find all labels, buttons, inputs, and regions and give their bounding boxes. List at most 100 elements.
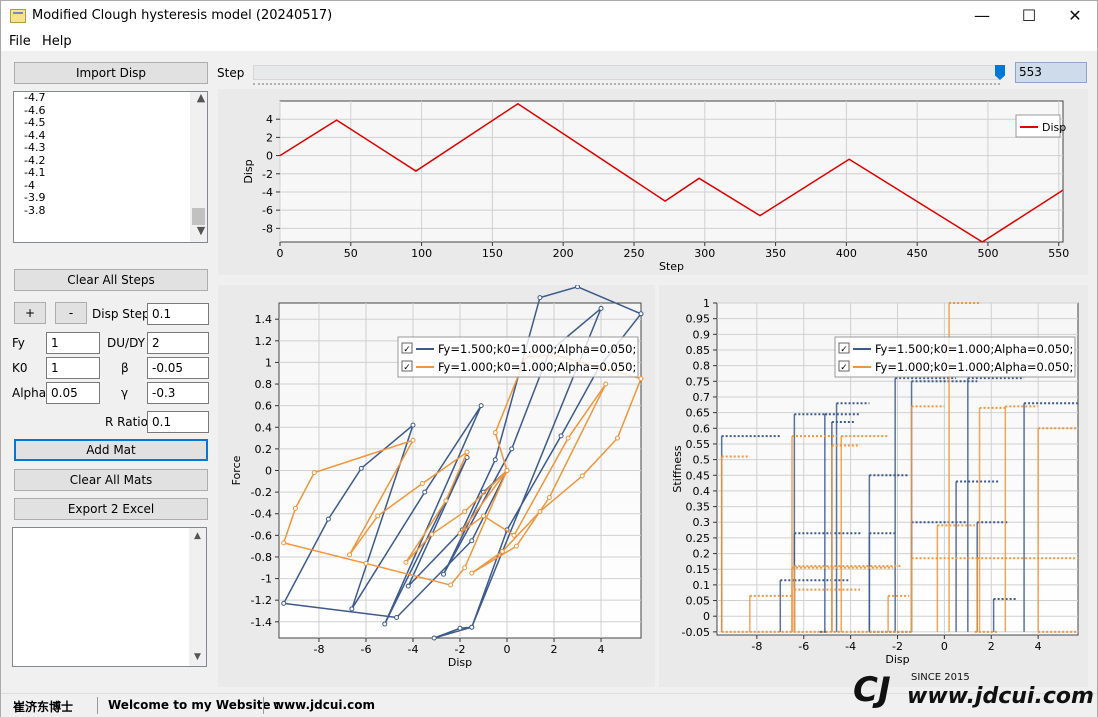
y-tick-label: -0.2: [251, 486, 272, 499]
legend-label: Disp: [1042, 121, 1066, 134]
y-tick-label: 0.6: [693, 422, 711, 435]
disp-list-item[interactable]: -4.6: [24, 103, 46, 117]
status-separator: [263, 697, 264, 714]
legend-label: Fy=1.500;k0=1.000;Alpha=0.050;: [438, 342, 636, 356]
disp-list-item[interactable]: -4.7: [24, 91, 46, 104]
legend-box: [834, 336, 1076, 378]
scroll-up-icon[interactable]: ▲: [194, 531, 201, 541]
k0-label: K0: [12, 361, 28, 375]
data-point: [405, 583, 411, 589]
disp-list-item[interactable]: -4.1: [24, 166, 46, 179]
site-watermark-logo: CJ SINCE 2015 www.jdcui.com: [853, 670, 1094, 710]
clear-all-steps-button[interactable]: Clear All Steps: [14, 269, 208, 291]
legend-label: Fy=1.000;k0=1.000;Alpha=0.050;: [438, 360, 636, 374]
x-tick-label: 550: [1048, 247, 1069, 260]
dudy-input[interactable]: 2: [147, 332, 209, 354]
y-tick-label: 0.7: [693, 391, 711, 404]
minimize-button[interactable]: —: [974, 6, 990, 25]
fy-input[interactable]: 1: [46, 332, 100, 354]
data-point: [429, 531, 435, 537]
data-point: [347, 552, 353, 558]
import-disp-button[interactable]: Import Disp: [14, 62, 208, 84]
y-tick-label: 0.4: [255, 421, 273, 434]
data-point: [419, 480, 425, 486]
data-point: [509, 446, 515, 452]
data-point: [638, 376, 644, 382]
plus-button[interactable]: +: [14, 302, 46, 324]
disp-step-input[interactable]: 0.1: [147, 303, 209, 325]
disp-list-item[interactable]: -4.5: [24, 116, 46, 129]
clear-all-mats-button[interactable]: Clear All Mats: [14, 469, 208, 491]
y-tick-label: 0.2: [255, 443, 273, 456]
x-tick-label: 450: [907, 247, 928, 260]
window-title: Modified Clough hysteresis model (202405…: [32, 8, 333, 23]
data-point: [537, 509, 543, 515]
k0-input[interactable]: 1: [46, 357, 100, 379]
data-point: [499, 549, 505, 555]
step-slider-track[interactable]: [253, 65, 1000, 80]
check-icon: ✓: [403, 345, 411, 355]
x-tick-label: -2: [455, 643, 466, 656]
add-mat-button[interactable]: Add Mat: [14, 439, 208, 461]
material-list[interactable]: ▲ ▼: [12, 527, 207, 667]
x-tick-label: 400: [836, 247, 857, 260]
data-point: [403, 559, 409, 565]
x-tick-label: 500: [977, 247, 998, 260]
y-axis-label: Force: [230, 455, 243, 485]
x-tick-label: 250: [623, 247, 644, 260]
data-point: [358, 465, 364, 471]
y-tick-label: 0: [703, 610, 710, 623]
gamma-input[interactable]: -0.3: [147, 382, 209, 404]
minus-button[interactable]: -: [55, 302, 87, 324]
data-point: [281, 540, 287, 546]
step-slider-thumb[interactable]: [995, 65, 1005, 80]
disp-list-item[interactable]: -3.8: [24, 203, 46, 217]
beta-input[interactable]: -0.05: [147, 357, 209, 379]
maximize-button[interactable]: ☐: [1021, 6, 1037, 25]
disp-list[interactable]: -4.7 -4.6 -4.5 -4.4 -4.3 -4.2 -4.1 -4 -3.9 -3.8 ▲…: [13, 91, 208, 243]
y-axis-label: Disp: [242, 159, 255, 183]
legend-checkbox: [401, 360, 413, 372]
export-excel-button[interactable]: Export 2 Excel: [14, 498, 208, 520]
data-point: [513, 543, 519, 549]
disp-list-scrollbar[interactable]: ▲ ▼: [190, 92, 207, 242]
data-point: [603, 381, 609, 387]
y-tick-label: 0.1: [693, 579, 711, 592]
series-line-2: [282, 354, 643, 586]
scroll-thumb[interactable]: [192, 208, 205, 225]
legend-box: [397, 336, 639, 378]
disp-list-item[interactable]: -4: [24, 178, 35, 192]
close-button[interactable]: ✕: [1068, 6, 1082, 25]
data-point: [375, 513, 381, 519]
material-list-scrollbar[interactable]: ▲ ▼: [189, 528, 206, 666]
status-website[interactable]: www.jdcui.com: [273, 698, 375, 712]
data-point: [443, 498, 449, 504]
stiffness-chart-panel: -8 -6 -4 -2 0 2 4 1 0.95 0.9 0.85 0.8 0.75 0.7 0.65 0.6…: [659, 285, 1088, 687]
disp-chart-panel: 0 50 100 150 200 250 300 350 400 450 500 550 4 2 0 -2 -4…: [218, 89, 1088, 275]
menu-help[interactable]: Help: [42, 34, 72, 49]
data-point: [469, 570, 475, 576]
data-point: [546, 495, 552, 501]
menu-file[interactable]: File: [9, 34, 31, 49]
x-tick-label: -8: [313, 643, 324, 656]
y-tick-label: 0.15: [686, 563, 711, 576]
x-tick-label: -6: [798, 640, 809, 653]
x-tick-label: -8: [751, 640, 762, 653]
disp-list-item[interactable]: -4.4: [24, 128, 46, 142]
scroll-down-icon[interactable]: ▼: [196, 224, 206, 237]
scroll-up-icon[interactable]: ▲: [196, 91, 206, 104]
disp-list-item[interactable]: -4.3: [24, 141, 46, 154]
data-point: [349, 606, 355, 612]
disp-list-item[interactable]: -4.2: [24, 153, 46, 167]
svg-text:SINCE 2015: SINCE 2015: [911, 672, 970, 683]
alpha-input[interactable]: 0.05: [46, 382, 100, 404]
disp-list-item[interactable]: -3.9: [24, 191, 46, 204]
gamma-label: γ: [121, 386, 129, 400]
scroll-down-icon[interactable]: ▼: [194, 652, 201, 662]
r-ratio-input[interactable]: 0.1: [147, 411, 209, 433]
legend-label: Fy=1.500;k0=1.000;Alpha=0.050;: [875, 342, 1073, 356]
data-point: [394, 614, 400, 620]
x-tick-label: 300: [694, 247, 715, 260]
data-point: [325, 516, 331, 522]
